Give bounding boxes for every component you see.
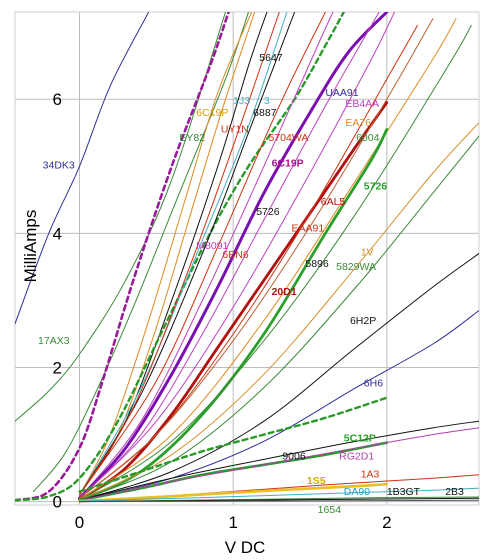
x-tick-label-0: 0 xyxy=(75,513,84,532)
curve-label-5704wa: 5704WA xyxy=(269,132,309,144)
y-tick-label-6: 6 xyxy=(53,90,62,109)
x-tick-label-1: 1 xyxy=(228,513,237,532)
series-line-ea76 xyxy=(79,18,457,501)
curve-label-5726: 5726 xyxy=(256,206,280,218)
series-line-uaa91 xyxy=(79,12,380,499)
curve-label-2b3: 2B3 xyxy=(445,486,464,498)
curve-label-6bn6: 6BN6 xyxy=(222,249,248,261)
series-line-6c19p-or xyxy=(79,12,253,496)
y-tick-label-2: 2 xyxy=(53,358,62,377)
curve-label-ey82: EY82 xyxy=(179,132,205,144)
x-axis-title: V DC xyxy=(225,538,266,557)
curve-label-34dk3: 34DK3 xyxy=(43,159,75,171)
series-line-m8091 xyxy=(79,12,334,499)
series-line-uaa91-purple xyxy=(78,12,389,500)
curve-label-6h6: 6H6 xyxy=(364,377,383,389)
series-line-6c19p-dash xyxy=(15,12,230,502)
chart-series-group xyxy=(15,12,479,503)
curve-label-5896: 5896 xyxy=(305,258,329,270)
curve-label-1a3: 1A3 xyxy=(361,468,380,480)
curve-label-uy1n: UY1N xyxy=(221,124,249,136)
series-line-ey82 xyxy=(32,12,249,493)
curve-label-5726: 5726 xyxy=(364,181,388,193)
plot-frame xyxy=(14,11,480,506)
curve-label-da90: DA90 xyxy=(344,486,370,498)
curve-label-1s5: 1S5 xyxy=(307,475,326,487)
series-line-6al5 xyxy=(78,101,389,502)
curve-label-5829wa: 5829WA xyxy=(336,261,376,273)
curve-label-eb4aa: EB4AA xyxy=(345,98,379,110)
series-line-1j3 xyxy=(79,12,288,496)
curve-label-20d1: 20D1 xyxy=(272,286,297,298)
series-line-17ax3 xyxy=(15,12,226,422)
curve-label-1j3: 1J3 xyxy=(233,95,250,107)
curve-label-1654: 1654 xyxy=(318,504,342,516)
series-line-rg2d1 xyxy=(79,427,479,501)
curve-label-eaa91: EAA91 xyxy=(292,222,325,234)
y-tick-label-0: 0 xyxy=(53,493,62,512)
curve-label-5c12p: 5C12P xyxy=(344,432,376,444)
axis-tick-labels: 0 1 2 0 2 4 6 xyxy=(53,90,392,532)
series-line-5c12p-dash xyxy=(78,396,388,493)
plot-area xyxy=(14,11,480,506)
y-tick-label-4: 4 xyxy=(53,224,62,243)
curve-label-m8091: M8091 xyxy=(196,240,228,252)
series-line-34dk3 xyxy=(15,12,150,325)
curve-label-9006: 9006 xyxy=(282,450,306,462)
series-line-5704wa xyxy=(79,12,326,496)
series-line-9006 xyxy=(79,420,479,501)
series-line-6h2p xyxy=(79,253,479,501)
curve-label-3: 3 xyxy=(264,95,270,107)
curve-label-6h2p: 6H2P xyxy=(350,315,376,327)
x-tick-label-2: 2 xyxy=(382,513,391,532)
series-line-1v xyxy=(79,122,479,501)
series-line-5829wa xyxy=(79,135,479,501)
curve-label-6c19p: 6C19P xyxy=(196,107,228,119)
curve-label-6004: 6004 xyxy=(356,132,380,144)
series-line-uy1n xyxy=(79,12,280,496)
curve-label-17ax3: 17AX3 xyxy=(38,335,70,347)
curve-label-uaa91: UAA91 xyxy=(325,87,358,99)
series-line-6004 xyxy=(79,24,472,501)
series-line-5c12p xyxy=(78,441,389,502)
curve-label-rg2d1: RG2D1 xyxy=(339,450,374,462)
curve-label-ea76: EA76 xyxy=(345,117,371,129)
curve-label-6c19p: 6C19P xyxy=(272,157,304,169)
series-line-eb4aa xyxy=(79,12,395,499)
curve-label-1v: 1V xyxy=(361,246,374,258)
curve-label-6887: 6887 xyxy=(253,107,277,119)
series-line-6h6 xyxy=(79,310,479,501)
curve-label-6al5: 6AL5 xyxy=(321,196,346,208)
series-line-eaa91 xyxy=(79,18,434,499)
series-line-1s5 xyxy=(78,482,389,503)
curve-label-1b3gt: 1B3GT xyxy=(387,486,421,498)
curve-label-5647: 5647 xyxy=(259,52,283,64)
y-axis-title: MilliAmps xyxy=(21,210,40,283)
series-line-da90 xyxy=(79,487,479,502)
series-line-2b3 xyxy=(79,499,479,503)
